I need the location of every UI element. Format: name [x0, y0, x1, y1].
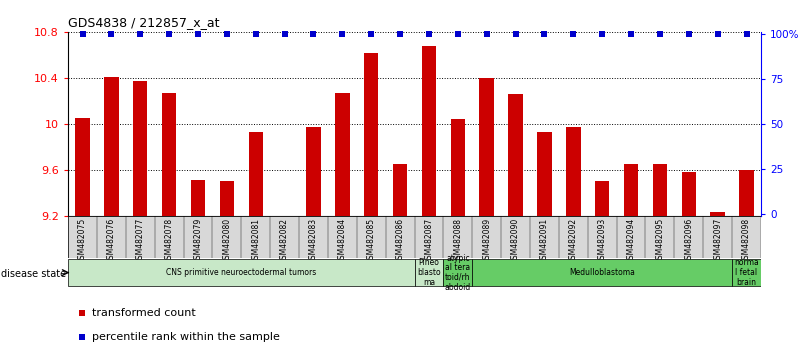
FancyBboxPatch shape — [444, 259, 473, 286]
Text: GSM482085: GSM482085 — [367, 218, 376, 264]
Text: GSM482095: GSM482095 — [655, 218, 664, 264]
Bar — [682, 172, 696, 216]
Bar — [306, 127, 320, 216]
Text: GSM482093: GSM482093 — [598, 218, 606, 264]
Text: GSM482082: GSM482082 — [280, 218, 289, 264]
Bar — [624, 164, 638, 216]
Text: GSM482089: GSM482089 — [482, 218, 491, 264]
FancyBboxPatch shape — [68, 259, 415, 286]
Text: GSM482075: GSM482075 — [78, 218, 87, 264]
FancyBboxPatch shape — [732, 259, 761, 286]
Bar — [335, 93, 349, 216]
Bar — [566, 127, 581, 216]
Text: norma
l fetal
brain: norma l fetal brain — [735, 258, 759, 287]
Bar — [537, 132, 552, 216]
Bar — [104, 77, 119, 216]
Bar — [509, 94, 523, 216]
Text: Medulloblastoma: Medulloblastoma — [570, 268, 635, 277]
Text: percentile rank within the sample: percentile rank within the sample — [92, 332, 280, 342]
Bar — [219, 181, 234, 216]
Bar — [162, 93, 176, 216]
FancyBboxPatch shape — [415, 259, 444, 286]
Text: GSM482077: GSM482077 — [135, 218, 145, 264]
Text: disease state: disease state — [1, 269, 66, 279]
Bar — [422, 46, 437, 216]
FancyBboxPatch shape — [68, 216, 761, 258]
Text: GSM482084: GSM482084 — [338, 218, 347, 264]
Text: transformed count: transformed count — [92, 308, 196, 318]
Bar — [653, 164, 667, 216]
Text: GSM482080: GSM482080 — [223, 218, 231, 264]
Bar — [364, 53, 378, 216]
Text: GSM482087: GSM482087 — [425, 218, 433, 264]
Text: Pineo
blasto
ma: Pineo blasto ma — [417, 258, 441, 287]
Text: GSM482088: GSM482088 — [453, 218, 462, 264]
Bar — [595, 181, 610, 216]
Bar — [739, 170, 754, 216]
Text: CNS primitive neuroectodermal tumors: CNS primitive neuroectodermal tumors — [166, 268, 316, 277]
Text: GSM482081: GSM482081 — [252, 218, 260, 264]
Text: GSM482078: GSM482078 — [165, 218, 174, 264]
Text: GSM482086: GSM482086 — [396, 218, 405, 264]
Text: GSM482083: GSM482083 — [309, 218, 318, 264]
Bar — [480, 78, 494, 216]
FancyBboxPatch shape — [473, 259, 732, 286]
Bar — [75, 118, 90, 216]
Text: GSM482096: GSM482096 — [684, 218, 694, 264]
Text: GSM482090: GSM482090 — [511, 218, 520, 264]
Text: GSM482092: GSM482092 — [569, 218, 578, 264]
Bar — [133, 81, 147, 216]
Text: GSM482098: GSM482098 — [742, 218, 751, 264]
Text: GSM482097: GSM482097 — [713, 218, 723, 264]
Bar — [191, 180, 205, 216]
Text: GSM482079: GSM482079 — [194, 218, 203, 264]
Text: GSM482091: GSM482091 — [540, 218, 549, 264]
Text: GSM482076: GSM482076 — [107, 218, 116, 264]
Bar — [451, 119, 465, 216]
Text: atypic
al tera
toid/rh
abdoid: atypic al tera toid/rh abdoid — [445, 253, 471, 292]
Bar — [248, 132, 263, 216]
Bar — [392, 164, 407, 216]
Bar — [710, 212, 725, 216]
Text: GDS4838 / 212857_x_at: GDS4838 / 212857_x_at — [68, 16, 219, 29]
Text: GSM482094: GSM482094 — [626, 218, 635, 264]
